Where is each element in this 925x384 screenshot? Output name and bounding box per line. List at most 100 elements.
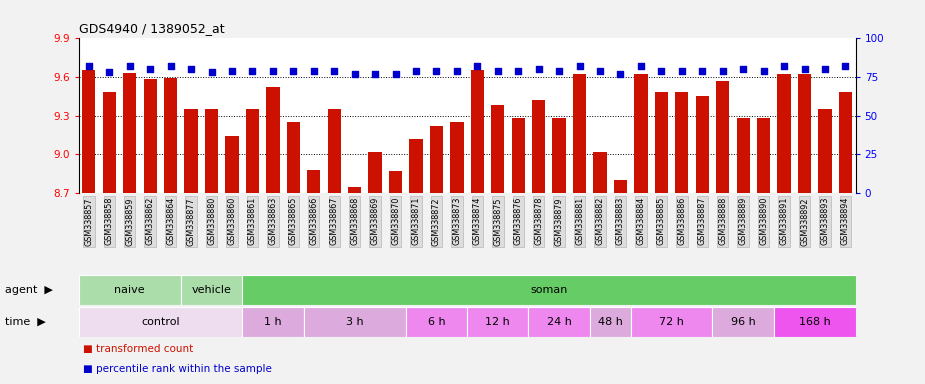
- Point: [327, 68, 341, 74]
- Text: vehicle: vehicle: [191, 285, 231, 295]
- Text: GSM338870: GSM338870: [391, 197, 400, 245]
- Bar: [410, 139, 423, 193]
- Bar: [143, 79, 157, 193]
- Text: GSM338872: GSM338872: [432, 197, 441, 246]
- Text: GSM338876: GSM338876: [513, 197, 523, 245]
- Text: GSM338863: GSM338863: [268, 197, 278, 245]
- Bar: [614, 180, 627, 193]
- Point: [715, 68, 730, 74]
- Point: [531, 66, 546, 72]
- Bar: [246, 109, 259, 193]
- Bar: [287, 122, 300, 193]
- Text: GSM338871: GSM338871: [412, 197, 421, 245]
- Text: GSM338857: GSM338857: [84, 197, 93, 246]
- Bar: [266, 87, 279, 193]
- Bar: [528, 307, 590, 337]
- Bar: [491, 105, 504, 193]
- Text: GSM338889: GSM338889: [739, 197, 747, 245]
- Bar: [675, 92, 688, 193]
- Bar: [839, 92, 852, 193]
- Point: [81, 63, 96, 69]
- Point: [122, 63, 137, 69]
- Text: GSM338875: GSM338875: [493, 197, 502, 246]
- Point: [674, 68, 689, 74]
- Text: GSM338890: GSM338890: [759, 197, 768, 245]
- Point: [265, 68, 280, 74]
- Bar: [242, 275, 856, 305]
- Point: [306, 68, 321, 74]
- Text: 24 h: 24 h: [547, 317, 572, 327]
- Text: 168 h: 168 h: [799, 317, 831, 327]
- Point: [797, 66, 812, 72]
- Text: naive: naive: [115, 285, 145, 295]
- Bar: [103, 92, 116, 193]
- Bar: [79, 275, 181, 305]
- Bar: [430, 126, 443, 193]
- Text: GSM338866: GSM338866: [309, 197, 318, 245]
- Text: 72 h: 72 h: [660, 317, 684, 327]
- Bar: [757, 118, 771, 193]
- Bar: [774, 307, 856, 337]
- Text: GSM338868: GSM338868: [351, 197, 359, 245]
- Text: GSM338891: GSM338891: [780, 197, 788, 245]
- Point: [573, 63, 587, 69]
- Point: [204, 69, 219, 75]
- Text: ■ percentile rank within the sample: ■ percentile rank within the sample: [83, 364, 272, 374]
- Point: [470, 63, 485, 69]
- Point: [757, 68, 771, 74]
- Point: [654, 68, 669, 74]
- Text: GSM338860: GSM338860: [228, 197, 237, 245]
- Text: GSM338869: GSM338869: [371, 197, 379, 245]
- Text: control: control: [142, 317, 179, 327]
- Bar: [573, 74, 586, 193]
- Point: [388, 71, 403, 77]
- Text: GSM338873: GSM338873: [452, 197, 462, 245]
- Point: [102, 69, 117, 75]
- Point: [634, 63, 648, 69]
- Point: [245, 68, 260, 74]
- Bar: [594, 152, 607, 193]
- Text: GSM338867: GSM338867: [329, 197, 339, 245]
- Text: GSM338893: GSM338893: [820, 197, 830, 245]
- Bar: [123, 73, 136, 193]
- Bar: [635, 74, 648, 193]
- Text: GSM338879: GSM338879: [555, 197, 563, 246]
- Text: GSM338885: GSM338885: [657, 197, 666, 245]
- Bar: [303, 307, 406, 337]
- Bar: [798, 74, 811, 193]
- Point: [490, 68, 505, 74]
- Text: GSM338894: GSM338894: [841, 197, 850, 245]
- Point: [593, 68, 608, 74]
- Text: GDS4940 / 1389052_at: GDS4940 / 1389052_at: [79, 22, 224, 35]
- Text: 1 h: 1 h: [264, 317, 282, 327]
- Point: [225, 68, 240, 74]
- Bar: [712, 307, 774, 337]
- Bar: [164, 78, 178, 193]
- Text: 48 h: 48 h: [598, 317, 623, 327]
- Point: [347, 71, 362, 77]
- Point: [286, 68, 301, 74]
- Text: 96 h: 96 h: [731, 317, 756, 327]
- Bar: [736, 118, 750, 193]
- Text: GSM338858: GSM338858: [105, 197, 114, 245]
- Point: [409, 68, 424, 74]
- Text: time  ▶: time ▶: [5, 317, 45, 327]
- Bar: [467, 307, 528, 337]
- Text: GSM338864: GSM338864: [166, 197, 175, 245]
- Text: 6 h: 6 h: [427, 317, 445, 327]
- Text: GSM338861: GSM338861: [248, 197, 257, 245]
- Text: GSM338883: GSM338883: [616, 197, 625, 245]
- Text: GSM338874: GSM338874: [473, 197, 482, 245]
- Bar: [204, 109, 218, 193]
- Bar: [327, 109, 340, 193]
- Text: GSM338887: GSM338887: [697, 197, 707, 245]
- Point: [511, 68, 525, 74]
- Text: GSM338888: GSM338888: [718, 197, 727, 245]
- Bar: [388, 171, 402, 193]
- Text: soman: soman: [530, 285, 568, 295]
- Point: [613, 71, 628, 77]
- Bar: [368, 152, 382, 193]
- Point: [368, 71, 383, 77]
- Text: 3 h: 3 h: [346, 317, 364, 327]
- Text: GSM338881: GSM338881: [575, 197, 584, 245]
